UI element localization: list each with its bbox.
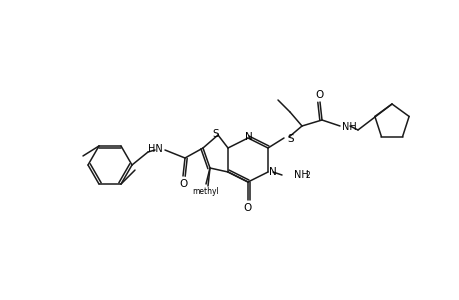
Text: O: O [315, 90, 324, 100]
Text: O: O [179, 179, 188, 189]
Text: O: O [243, 203, 252, 213]
Text: HN: HN [148, 144, 162, 154]
Text: NH: NH [341, 122, 356, 132]
Text: S: S [212, 129, 219, 139]
Text: S: S [286, 134, 293, 144]
Text: NH: NH [293, 170, 308, 180]
Text: N: N [269, 167, 276, 177]
Text: 2: 2 [305, 171, 310, 180]
Text: methyl: methyl [192, 188, 219, 196]
Text: N: N [245, 132, 252, 142]
